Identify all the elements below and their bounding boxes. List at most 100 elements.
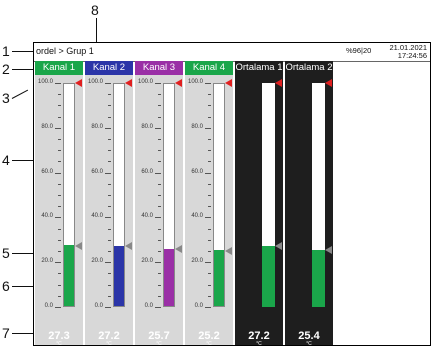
callout-2: 2	[2, 61, 10, 77]
scale-minor-tick	[108, 284, 111, 286]
scale-minor-tick	[108, 83, 111, 84]
scale-minor-tick	[58, 183, 61, 185]
level-marker	[175, 245, 182, 254]
scale-minor-tick	[58, 295, 61, 297]
scale-minor-tick	[58, 307, 61, 308]
channel-tab[interactable]: Kanal 1	[35, 61, 83, 75]
channel-column[interactable]: Kanal 2 100.0 80.0 60.0 40.0 20.0 0.0 27.2 °C	[85, 61, 133, 347]
channel-body	[285, 75, 333, 329]
scale-minor-tick	[208, 83, 211, 84]
level-marker	[225, 246, 232, 255]
scale-minor-tick	[158, 228, 161, 230]
scale-minor-tick	[108, 150, 111, 152]
scale-label: 60.0	[191, 168, 203, 175]
scale-label: 100.0	[137, 79, 153, 85]
level-marker	[125, 242, 132, 251]
alarm-high-marker	[225, 79, 232, 87]
channel-unit: °C	[206, 341, 212, 347]
date-text: 21.01.2021	[389, 43, 427, 52]
channel-body: 100.0 80.0 60.0 40.0 20.0 0.0	[85, 75, 133, 329]
scale-minor-tick	[208, 183, 211, 185]
channel-unit: °C	[156, 341, 162, 347]
scale-minor-tick	[58, 139, 61, 140]
channel-column[interactable]: Kanal 4 100.0 80.0 60.0 40.0 20.0 0.0 25.2 °C	[185, 61, 233, 347]
scale-minor-tick	[208, 217, 211, 219]
alarm-high-marker	[175, 79, 182, 87]
scale-minor-tick	[158, 284, 161, 286]
callout-1: 1	[2, 43, 10, 59]
scale-label: 0.0	[194, 303, 203, 309]
scale-minor-tick	[108, 295, 111, 297]
channel-tab[interactable]: Kanal 2	[85, 61, 133, 75]
scale-label: 20.0	[41, 258, 53, 265]
scale-minor-tick	[58, 94, 61, 96]
channel-column[interactable]: Kanal 3 100.0 80.0 60.0 40.0 20.0 0.0 25.7 °C	[135, 61, 183, 347]
channel-tab[interactable]: Ortalama 2	[285, 61, 333, 75]
scale-minor-tick	[208, 228, 211, 230]
channel-column[interactable]: Ortalama 1 27.2 °C	[235, 61, 283, 347]
channel-value: 25.7	[148, 330, 170, 342]
scale-minor-tick	[208, 295, 211, 297]
scale-label: 40.0	[141, 213, 153, 220]
scale-minor-tick	[158, 183, 161, 185]
channel-value-box: 27.2 °C	[85, 329, 133, 347]
scale-minor-tick	[108, 139, 111, 140]
scale-minor-tick	[108, 262, 111, 264]
callout-7: 7	[2, 325, 10, 341]
scale-label: 100.0	[37, 79, 53, 85]
scale-label: 100.0	[187, 79, 203, 85]
scale-minor-tick	[208, 105, 211, 107]
scale-minor-tick	[58, 251, 61, 252]
scale-minor-tick	[158, 94, 161, 96]
scale-minor-tick	[158, 217, 161, 219]
channel-tab[interactable]: Ortalama 1	[235, 61, 283, 75]
callout-3: 3	[2, 90, 10, 106]
scale-minor-tick	[108, 273, 111, 275]
scale-minor-tick	[208, 172, 211, 174]
scale-minor-tick	[158, 273, 161, 275]
channel-value: 27.2	[98, 330, 120, 342]
breadcrumb[interactable]: ordel > Grup 1	[36, 46, 94, 56]
scale-minor-tick	[58, 127, 61, 129]
channel-body: 100.0 80.0 60.0 40.0 20.0 0.0	[135, 75, 183, 329]
channel-body	[235, 75, 283, 329]
scale-minor-tick	[108, 206, 111, 208]
scale-minor-tick	[158, 83, 161, 84]
scale-minor-tick	[158, 307, 161, 308]
level-bar	[113, 83, 125, 307]
scale-minor-tick	[58, 116, 61, 118]
channel-value: 25.4	[298, 330, 320, 342]
scale-minor-tick	[58, 83, 61, 84]
time-text: 17:24:56	[397, 51, 427, 60]
scale-minor-tick	[108, 161, 111, 163]
scale-minor-tick	[58, 239, 61, 241]
level-bar	[163, 83, 175, 307]
scale-minor-tick	[108, 127, 111, 129]
scale-label: 80.0	[91, 123, 103, 130]
level-bar	[312, 83, 325, 307]
scale-minor-tick	[208, 273, 211, 275]
scale-minor-tick	[58, 217, 61, 219]
scale-minor-tick	[208, 239, 211, 241]
scale-minor-tick	[158, 105, 161, 107]
scale-minor-tick	[208, 195, 211, 196]
scale-label: 40.0	[191, 213, 203, 220]
channel-value: 25.2	[198, 330, 220, 342]
scale-minor-tick	[158, 206, 161, 208]
datetime: 21.01.2021 17:24:56	[389, 44, 427, 60]
channel-tab[interactable]: Kanal 4	[185, 61, 233, 75]
callout-7-line	[12, 333, 33, 334]
channel-column[interactable]: Ortalama 2 25.4 °C	[285, 61, 333, 347]
channel-body: 100.0 80.0 60.0 40.0 20.0 0.0	[185, 75, 233, 329]
channel-value-box: 27.2 °C	[235, 329, 283, 347]
scale-minor-tick	[158, 295, 161, 297]
callout-4: 4	[2, 152, 10, 168]
channel-column[interactable]: Kanal 1 100.0 80.0 60.0 40.0 20.0 0.0 27.3 °C	[35, 61, 83, 347]
channel-tab[interactable]: Kanal 3	[135, 61, 183, 75]
level-bar	[63, 83, 75, 307]
channel-unit: °C	[256, 341, 262, 347]
device-screen: ordel > Grup 1 %96|20 21.01.2021 17:24:5…	[33, 42, 431, 347]
scale-minor-tick	[208, 307, 211, 308]
scale-minor-tick	[208, 127, 211, 129]
scale-label: 40.0	[41, 213, 53, 220]
